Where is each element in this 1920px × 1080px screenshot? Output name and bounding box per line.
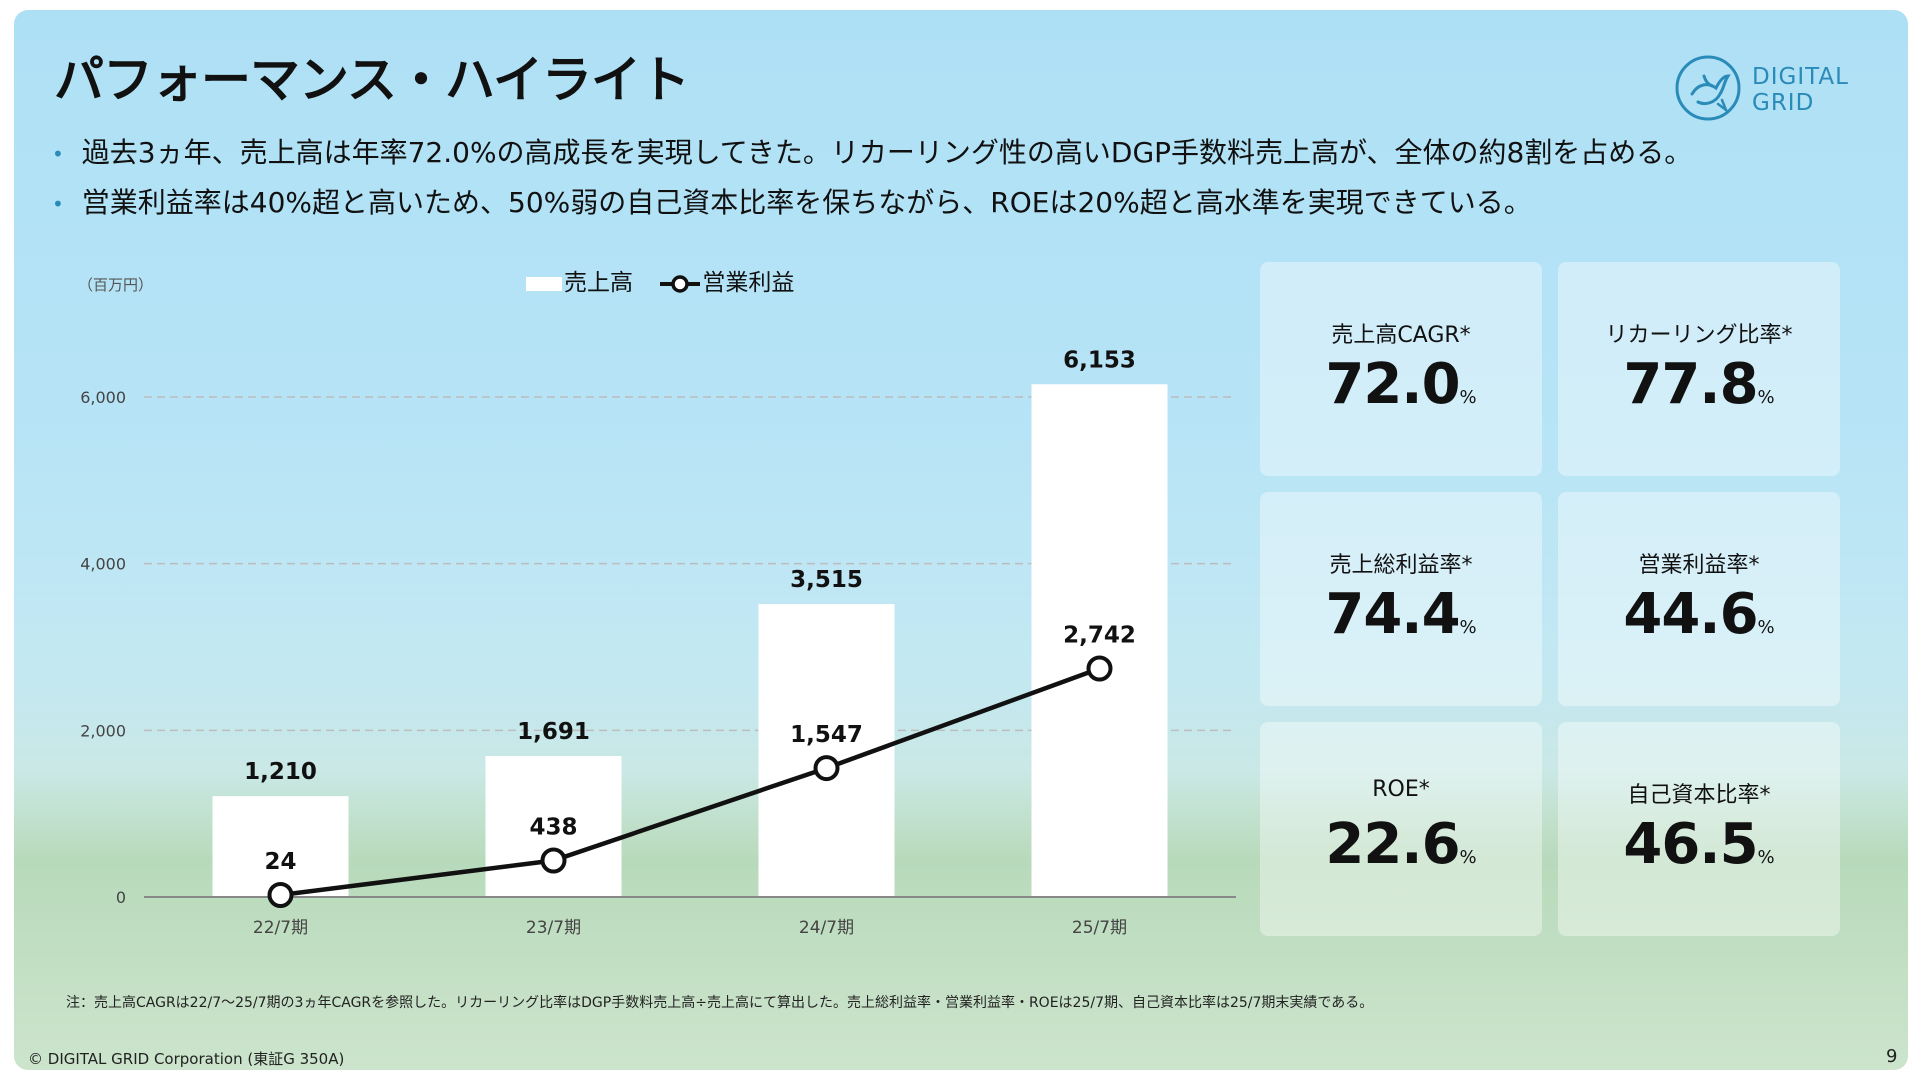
x-tick-label: 25/7期 xyxy=(1072,918,1127,938)
kpi-number: 72.0 xyxy=(1325,352,1460,417)
op-profit-point xyxy=(267,882,294,908)
sales-data-label: 1,691 xyxy=(517,719,590,745)
legend-line-swatch xyxy=(660,274,701,293)
kpi-number: 74.4 xyxy=(1325,582,1460,647)
kpi-value: 22.6% xyxy=(1260,812,1542,877)
kpi-number: 46.5 xyxy=(1623,812,1758,877)
y-tick-label: 2,000 xyxy=(80,721,126,740)
kpi-label: 売上高CAGR* xyxy=(1331,323,1471,348)
kpi-card-sales-cagr: 売上高CAGR* 72.0% xyxy=(1260,262,1542,476)
legend-sales-label: 売上高 xyxy=(564,270,633,296)
bullet-text: 過去3ヵ年、売上高は年率72.0%の高成長を実現してきた。リカーリング性の高いD… xyxy=(81,136,1693,169)
bullet-item: • 営業利益率は40%超と高いため、50%弱の自己資本比率を保ちながら、ROEは2… xyxy=(52,178,1692,228)
bullet-item: • 過去3ヵ年、売上高は年率72.0%の高成長を実現してきた。リカーリング性の高い… xyxy=(52,128,1692,178)
kpi-label: リカーリング比率* xyxy=(1605,323,1793,348)
x-tick-label: 22/7期 xyxy=(253,918,308,938)
chart-legend: 売上高 営業利益 xyxy=(526,268,794,298)
logo-line-2: GRID xyxy=(1752,90,1815,116)
kpi-label: ROE* xyxy=(1372,777,1430,802)
x-tick-label: 23/7期 xyxy=(526,918,581,938)
kpi-unit: % xyxy=(1757,617,1775,638)
logo-wordmark: DIGITAL GRID xyxy=(1752,64,1849,116)
kpi-number: 44.6 xyxy=(1623,582,1758,647)
kpi-unit: % xyxy=(1459,387,1477,408)
kpi-label: 営業利益率* xyxy=(1638,553,1760,578)
kpi-value: 74.4% xyxy=(1260,582,1542,647)
bullet-dot-icon: • xyxy=(52,192,64,216)
copyright: © DIGITAL GRID Corporation (東証G 350A) xyxy=(28,1050,345,1068)
legend-op-profit-label: 営業利益 xyxy=(702,270,795,296)
bullet-dot-icon: • xyxy=(52,142,64,166)
kpi-number: 22.6 xyxy=(1325,812,1460,877)
kpi-unit: % xyxy=(1459,847,1477,868)
op-profit-data-label: 24 xyxy=(264,849,296,875)
slide: パフォーマンス・ハイライト DIGITAL GRID • 過去3ヵ年、売上高は年率… xyxy=(14,10,1908,1070)
chart-unit-label: （百万円） xyxy=(78,276,154,294)
op-profit-point xyxy=(1086,655,1113,682)
y-tick-label: 4,000 xyxy=(80,555,126,574)
sales-bar xyxy=(485,756,622,897)
legend-bar-swatch xyxy=(526,276,562,291)
sales-profit-chart: 0 2,000 4,000 6,000 1,210 1,691 3,515 6,153 22/7… xyxy=(80,347,1236,938)
op-profit-point xyxy=(813,755,840,782)
op-profit-data-label: 438 xyxy=(529,815,577,841)
sales-bar xyxy=(212,796,349,897)
kpi-card-roe: ROE* 22.6% xyxy=(1260,722,1542,936)
bullet-list: • 過去3ヵ年、売上高は年率72.0%の高成長を実現してきた。リカーリング性の高い… xyxy=(52,128,1692,228)
kpi-card-equity-ratio: 自己資本比率* 46.5% xyxy=(1558,722,1840,936)
op-profit-line xyxy=(280,666,1101,898)
page-title: パフォーマンス・ハイライト xyxy=(54,51,690,109)
sales-data-label: 1,210 xyxy=(244,759,317,785)
kpi-card-gross-margin: 売上総利益率* 74.4% xyxy=(1260,492,1542,706)
kpi-label: 自己資本比率* xyxy=(1627,783,1771,808)
x-tick-label: 24/7期 xyxy=(799,918,854,938)
logo-line-1: DIGITAL xyxy=(1752,64,1849,90)
kpi-label: 売上総利益率* xyxy=(1329,553,1473,578)
kpi-card-operating-margin: 営業利益率* 44.6% xyxy=(1558,492,1840,706)
kpi-card-recurring-ratio: リカーリング比率* 77.8% xyxy=(1558,262,1840,476)
y-tick-label: 6,000 xyxy=(80,388,126,407)
sales-bar xyxy=(1031,384,1168,897)
kpi-number: 77.8 xyxy=(1623,352,1758,417)
kpi-value: 77.8% xyxy=(1558,352,1840,417)
kpi-unit: % xyxy=(1757,387,1775,408)
kpi-value: 46.5% xyxy=(1558,812,1840,877)
bird-logo-icon xyxy=(1675,55,1741,121)
bullet-text: 営業利益率は40%超と高いため、50%弱の自己資本比率を保ちながら、ROEは20… xyxy=(81,186,1532,219)
sales-data-label: 3,515 xyxy=(790,567,863,593)
footnote: 注：売上高CAGRは22/7〜25/7期の3ヵ年CAGRを参照した。リカーリング… xyxy=(66,995,1374,1011)
company-logo: DIGITAL GRID xyxy=(1674,48,1874,128)
kpi-value: 44.6% xyxy=(1558,582,1840,647)
op-profit-data-label: 1,547 xyxy=(790,722,863,748)
op-profit-point xyxy=(540,847,567,874)
page-number: 9 xyxy=(1886,1046,1898,1067)
kpi-unit: % xyxy=(1757,847,1775,868)
op-profit-data-label: 2,742 xyxy=(1063,623,1136,649)
kpi-value: 72.0% xyxy=(1260,352,1542,417)
kpi-unit: % xyxy=(1459,617,1477,638)
sales-data-label: 6,153 xyxy=(1063,347,1136,373)
y-tick-label: 0 xyxy=(116,888,126,907)
